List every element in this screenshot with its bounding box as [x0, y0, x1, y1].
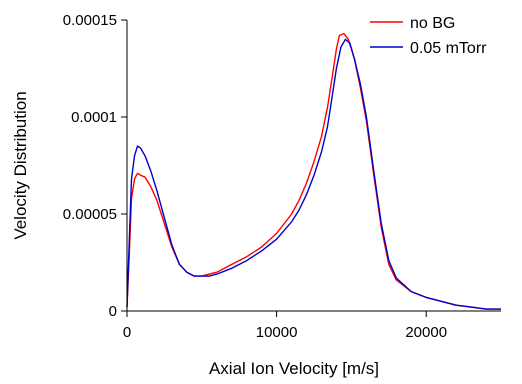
y-axis-title: Velocity Distribution: [11, 91, 30, 239]
series-line-2: [126, 38, 501, 310]
y-tick-label: 0.0001: [71, 109, 117, 126]
x-tick-label: 20000: [405, 324, 447, 341]
x-axis-title: Axial Ion Velocity [m/s]: [209, 359, 379, 378]
legend-label-2: 0.05 mTorr: [410, 40, 487, 57]
x-tick-label: 0: [123, 324, 131, 341]
y-tick-label: 0.00015: [63, 12, 117, 29]
y-tick-label: 0.00005: [63, 206, 117, 223]
series-line-1: [126, 32, 501, 310]
y-tick-label: 0: [109, 303, 117, 320]
series-layer: [126, 32, 501, 310]
legend-label-1: no BG: [410, 15, 455, 32]
legend: no BG 0.05 mTorr: [370, 15, 487, 57]
x-tick-label: 10000: [256, 324, 298, 341]
axes-layer: 0 0.00005 0.0001 0.00015 0 10000 20000: [63, 12, 501, 341]
